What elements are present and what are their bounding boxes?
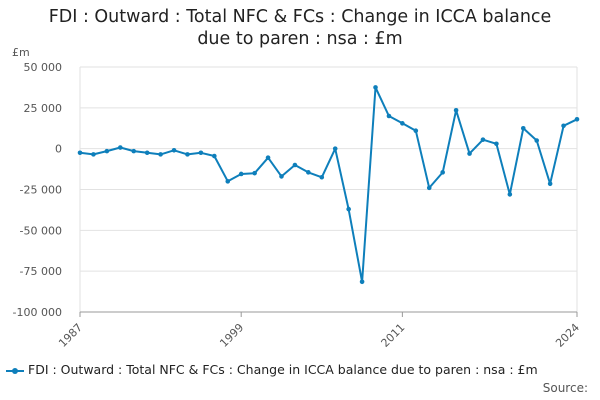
data-point-2020 (520, 125, 526, 131)
series-layer (77, 85, 580, 285)
data-point-1989 (104, 148, 110, 154)
data-point-1995 (185, 152, 190, 157)
data-point-2015 (453, 107, 459, 113)
data-point-2010 (386, 113, 392, 119)
data-point-2012 (413, 128, 419, 133)
source-label: Source: (542, 381, 588, 395)
data-point-2019 (507, 192, 513, 197)
data-point-2024 (574, 116, 580, 122)
data-point-2013 (426, 185, 432, 191)
data-point-1987 (77, 150, 83, 156)
data-point-2008 (359, 279, 365, 285)
data-point-2001 (265, 155, 271, 160)
data-point-1996 (198, 150, 204, 156)
data-point-2022 (547, 181, 553, 187)
y-tick-label-5: -75 000 (20, 265, 62, 278)
x-tick-label-2: 2011 (379, 321, 408, 350)
data-point-2003 (292, 162, 298, 168)
data-point-1998 (225, 179, 231, 184)
y-tick-label-3: -25 000 (20, 184, 62, 197)
data-point-1991 (131, 148, 137, 154)
y-tick-label-2: 0 (55, 143, 62, 156)
chart-title-line-1: FDI : Outward : Total NFC & FCs : Change… (48, 7, 552, 27)
data-point-2004 (306, 170, 311, 175)
data-point-2023 (561, 123, 566, 129)
chart-title: FDI : Outward : Total NFC & FCs : Change… (0, 6, 600, 50)
data-point-2011 (400, 121, 405, 126)
x-tick-label-1: 1999 (217, 321, 246, 350)
legend-swatch-icon (6, 366, 24, 376)
y-tick-label-6: -100 000 (13, 306, 62, 319)
legend-label: FDI : Outward : Total NFC & FCs : Change… (28, 362, 538, 377)
data-point-1999 (238, 171, 244, 177)
data-point-2009 (373, 85, 378, 90)
data-point-2014 (440, 170, 445, 175)
data-point-1992 (144, 150, 150, 156)
data-point-2021 (534, 138, 540, 143)
data-point-2005 (319, 174, 325, 180)
gridlines (79, 66, 578, 313)
data-point-2002 (279, 174, 284, 179)
x-tick-label-0: 1987 (56, 321, 85, 350)
x-axis: 1987 1999 2011 2024 (56, 311, 582, 350)
data-point-1993 (158, 152, 163, 157)
data-point-2007 (346, 206, 351, 212)
data-point-2016 (467, 151, 472, 156)
data-point-2017 (480, 137, 486, 142)
y-tick-label-4: -50 000 (20, 224, 62, 237)
legend[interactable]: FDI : Outward : Total NFC & FCs : Change… (6, 362, 538, 377)
chart-title-line-2: due to paren : nsa : £m (197, 29, 403, 49)
x-tick-label-3: 2024 (553, 321, 582, 350)
y-tick-label-0: 50 000 (24, 61, 63, 74)
y-axis-ticks: 50 000 25 000 0 -25 000 -50 000 -75 000 -100 0… (13, 61, 62, 319)
data-point-2006 (332, 146, 338, 151)
data-point-1990 (117, 145, 123, 150)
series-line-0 (79, 86, 578, 283)
data-point-1994 (171, 148, 177, 153)
y-axis-unit-label: £m (12, 46, 30, 59)
y-tick-label-1: 25 000 (24, 102, 63, 115)
data-point-2000 (252, 170, 257, 176)
data-point-2018 (494, 141, 499, 147)
data-point-1997 (212, 153, 217, 159)
data-point-1988 (91, 152, 96, 157)
